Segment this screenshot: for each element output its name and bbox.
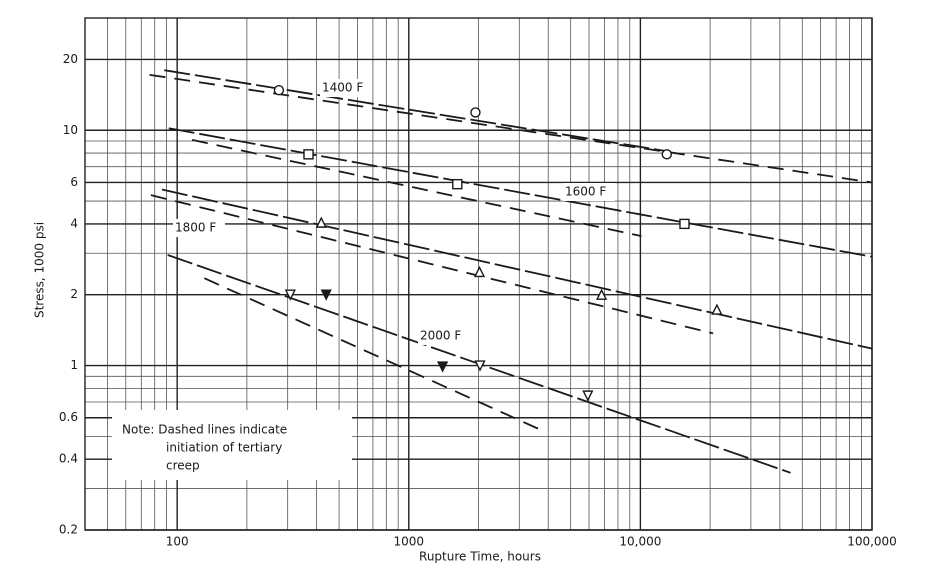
y-tick-label: 0.2 (59, 523, 78, 537)
tertiary-line (150, 194, 714, 335)
x-tick-label: 1000 (394, 535, 425, 549)
point (320, 289, 332, 301)
y-tick-label: 0.6 (59, 410, 78, 424)
note-box (112, 410, 352, 480)
point (315, 216, 327, 228)
series-label: 1800 F (175, 221, 216, 235)
point (452, 178, 463, 190)
y-tick-label: 2 (70, 287, 78, 301)
point (661, 149, 672, 160)
y-tick-label: 10 (63, 123, 78, 137)
point (273, 84, 285, 96)
point (582, 390, 594, 402)
y-tick-label: 4 (70, 216, 78, 230)
label-bg (418, 327, 470, 345)
note-text: initiation of tertiary (166, 441, 282, 455)
x-tick-label: 100,000 (847, 535, 897, 549)
point (711, 303, 723, 315)
series-label: 1600 F (565, 185, 606, 199)
x-tick-label: 10,000 (619, 535, 661, 549)
tertiary-line (203, 277, 543, 432)
note-text: creep (166, 459, 200, 473)
note-text: Note: Dashed lines indicate (122, 423, 287, 437)
label-bg (320, 79, 372, 97)
label-bg (173, 219, 225, 237)
y-axis-label: Stress, 1000 psi (33, 222, 47, 318)
point (474, 360, 486, 372)
rupture-line (161, 188, 873, 350)
y-tick-label: 1 (70, 358, 78, 372)
point (284, 289, 296, 301)
label-bg (563, 183, 615, 201)
series-label: 2000 F (420, 329, 461, 343)
tertiary-line (149, 73, 873, 184)
point (470, 107, 481, 118)
point (679, 218, 690, 230)
tertiary-line (191, 139, 642, 237)
point (436, 361, 449, 373)
point (473, 265, 486, 278)
plot-frame (84, 17, 873, 531)
y-tick-label: 20 (63, 52, 78, 66)
rupture-line (164, 69, 671, 153)
y-tick-label: 0.4 (59, 452, 78, 466)
y-tick-label: 6 (70, 175, 78, 189)
series-label: 1400 F (322, 81, 363, 95)
rupture-line (168, 127, 873, 258)
x-axis-label: Rupture Time, hours (419, 550, 541, 564)
point (595, 288, 608, 300)
point (303, 149, 314, 160)
x-tick-label: 100 (166, 535, 189, 549)
